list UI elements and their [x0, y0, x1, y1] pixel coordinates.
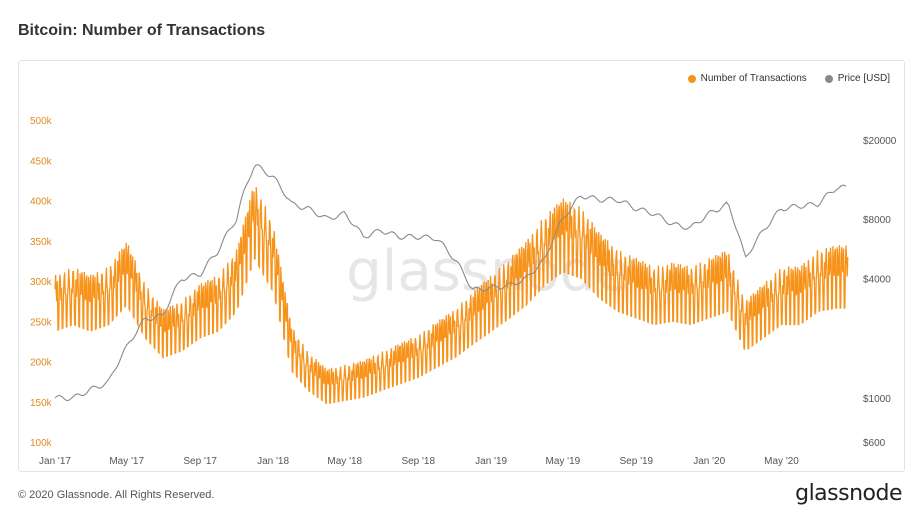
page-title: Bitcoin: Number of Transactions — [18, 22, 266, 39]
x-tick-label: May '20 — [764, 456, 799, 467]
y-left-tick-label: 400k — [30, 197, 53, 208]
y-right-tick-label: $4000 — [863, 275, 891, 286]
series-transactions-line — [54, 187, 849, 405]
y-left-tick-label: 200k — [30, 358, 53, 369]
x-tick-label: May '18 — [327, 456, 362, 467]
y-left-tick-label: 150k — [30, 398, 53, 409]
y-left-tick-label: 450k — [30, 156, 53, 167]
x-tick-label: Jan '19 — [475, 456, 507, 467]
y-right-tick-label: $20000 — [863, 136, 897, 147]
legend-item-transactions[interactable]: Number of Transactions — [687, 73, 807, 84]
copyright-text: © 2020 Glassnode. All Rights Reserved. — [18, 489, 215, 501]
chart-panel: Number of Transactions Price [USD] — [18, 60, 905, 472]
x-tick-label: Jan '18 — [257, 456, 289, 467]
x-tick-label: May '19 — [545, 456, 580, 467]
y-right-tick-label: $1000 — [863, 394, 891, 405]
y-left-tick-label: 100k — [30, 438, 53, 449]
y-right-tick-label: $8000 — [863, 215, 891, 226]
brand-logo: glassnode — [795, 481, 902, 506]
x-tick-label: Sep '19 — [620, 456, 654, 467]
legend-swatch-price — [824, 74, 833, 83]
series-price-line — [54, 164, 847, 402]
chart-legend: Number of Transactions Price [USD] — [687, 73, 890, 84]
legend-item-price[interactable]: Price [USD] — [824, 73, 890, 84]
y-right-tick-label: $600 — [863, 438, 886, 449]
x-tick-label: May '17 — [109, 456, 144, 467]
legend-label-price: Price [USD] — [837, 73, 890, 84]
x-tick-label: Jan '17 — [39, 456, 71, 467]
x-tick-label: Sep '18 — [401, 456, 435, 467]
x-tick-label: Jan '20 — [693, 456, 725, 467]
x-tick-label: Sep '17 — [183, 456, 217, 467]
y-left-tick-label: 300k — [30, 277, 53, 288]
y-left-tick-label: 250k — [30, 317, 53, 328]
y-left-tick-label: 350k — [30, 237, 53, 248]
legend-swatch-transactions — [687, 74, 696, 83]
y-left-tick-label: 500k — [30, 116, 53, 127]
legend-label-transactions: Number of Transactions — [700, 73, 807, 84]
